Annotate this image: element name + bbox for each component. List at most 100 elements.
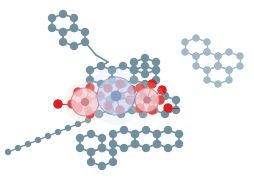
Circle shape — [106, 97, 113, 104]
Circle shape — [109, 149, 116, 156]
Circle shape — [25, 142, 30, 146]
Circle shape — [104, 102, 112, 110]
Circle shape — [76, 135, 83, 142]
Circle shape — [59, 29, 66, 36]
Circle shape — [48, 15, 55, 22]
Circle shape — [87, 159, 94, 166]
Circle shape — [153, 130, 160, 138]
Circle shape — [203, 49, 209, 55]
Circle shape — [139, 111, 146, 118]
Circle shape — [135, 104, 144, 112]
Circle shape — [203, 67, 209, 73]
Circle shape — [120, 145, 127, 152]
Circle shape — [131, 140, 138, 147]
Circle shape — [75, 122, 80, 126]
Circle shape — [116, 106, 123, 114]
Circle shape — [164, 145, 171, 152]
Circle shape — [106, 106, 113, 114]
Circle shape — [70, 25, 77, 32]
Circle shape — [86, 67, 93, 74]
Circle shape — [152, 67, 159, 74]
Circle shape — [70, 43, 77, 50]
Circle shape — [172, 106, 179, 114]
Circle shape — [236, 53, 242, 59]
Circle shape — [86, 110, 94, 118]
Circle shape — [161, 92, 168, 99]
Circle shape — [71, 88, 99, 116]
Circle shape — [106, 106, 113, 114]
Circle shape — [97, 77, 134, 115]
Circle shape — [175, 130, 182, 138]
Circle shape — [141, 63, 148, 70]
Circle shape — [144, 97, 149, 103]
Circle shape — [214, 63, 220, 69]
Circle shape — [214, 53, 220, 59]
Circle shape — [130, 77, 137, 84]
Circle shape — [81, 29, 88, 36]
Circle shape — [152, 59, 159, 66]
Circle shape — [81, 98, 88, 105]
Circle shape — [108, 77, 115, 84]
Circle shape — [150, 97, 157, 104]
Circle shape — [141, 54, 148, 61]
Circle shape — [98, 145, 105, 152]
Circle shape — [147, 80, 155, 88]
Circle shape — [163, 104, 171, 112]
Circle shape — [95, 111, 102, 118]
Circle shape — [150, 106, 157, 114]
Circle shape — [139, 92, 146, 99]
Circle shape — [117, 92, 124, 99]
Circle shape — [192, 53, 198, 59]
Circle shape — [98, 135, 105, 142]
Circle shape — [203, 77, 209, 83]
Circle shape — [150, 106, 157, 114]
Circle shape — [161, 111, 168, 118]
Circle shape — [128, 97, 135, 104]
Circle shape — [119, 81, 126, 88]
Circle shape — [214, 81, 220, 87]
Circle shape — [87, 67, 144, 125]
Circle shape — [142, 145, 149, 152]
Circle shape — [108, 67, 115, 74]
Circle shape — [117, 111, 124, 118]
Circle shape — [106, 97, 113, 104]
Circle shape — [214, 53, 220, 59]
Circle shape — [130, 77, 137, 84]
Circle shape — [128, 97, 135, 104]
Circle shape — [48, 25, 55, 32]
Circle shape — [74, 88, 82, 96]
Circle shape — [104, 84, 112, 92]
Circle shape — [70, 15, 77, 22]
Circle shape — [86, 77, 93, 84]
Circle shape — [153, 140, 160, 147]
Circle shape — [109, 159, 116, 166]
Circle shape — [153, 130, 160, 138]
Circle shape — [130, 59, 137, 66]
Circle shape — [225, 49, 231, 55]
Circle shape — [153, 140, 160, 147]
Circle shape — [64, 81, 106, 123]
Circle shape — [45, 134, 50, 139]
Circle shape — [192, 35, 198, 41]
Circle shape — [95, 92, 102, 99]
Circle shape — [97, 63, 104, 70]
Circle shape — [55, 129, 60, 134]
Circle shape — [35, 138, 40, 143]
Circle shape — [236, 63, 242, 69]
Circle shape — [128, 106, 135, 114]
Circle shape — [147, 106, 155, 114]
Circle shape — [108, 77, 115, 84]
Circle shape — [141, 81, 148, 88]
Circle shape — [175, 140, 182, 147]
Circle shape — [157, 86, 165, 94]
Circle shape — [84, 97, 91, 104]
Circle shape — [97, 81, 104, 88]
Circle shape — [128, 86, 135, 94]
Circle shape — [87, 149, 94, 156]
Circle shape — [87, 149, 94, 156]
Circle shape — [85, 118, 90, 122]
Circle shape — [84, 106, 91, 114]
Circle shape — [214, 63, 220, 69]
Circle shape — [135, 84, 144, 92]
Circle shape — [130, 67, 137, 74]
